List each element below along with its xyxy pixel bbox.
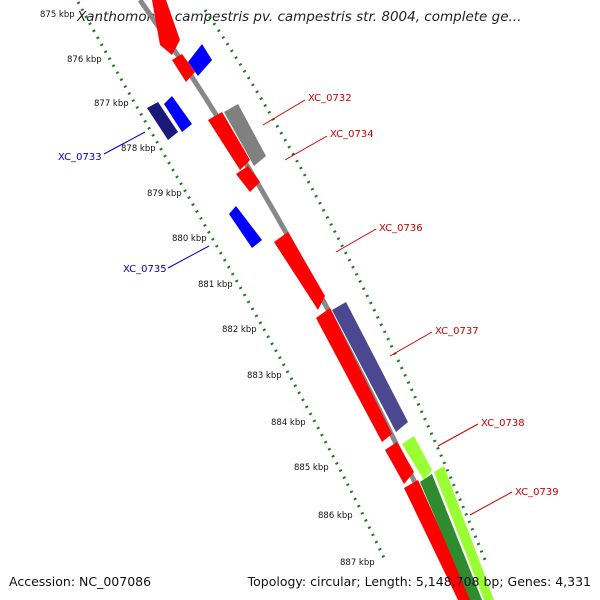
kbp-label: 880 kbp <box>172 234 207 244</box>
kbp-label: 886 kbp <box>318 511 353 521</box>
label-XC_0738: XC_0738 <box>481 418 525 429</box>
label-XC_0736: XC_0736 <box>379 223 423 234</box>
kbp-label: 879 kbp <box>147 189 182 199</box>
reverse-genes[interactable] <box>147 44 262 248</box>
gene-XC_0739-green <box>420 474 482 600</box>
gene-XC_0734 <box>236 166 260 192</box>
label-XC_0735: XC_0735 <box>123 264 167 275</box>
gene-XC_0736 <box>274 232 325 310</box>
gene-XC_0731 <box>172 54 195 82</box>
gene-XC_0732 <box>208 112 250 170</box>
kbp-label: 877 kbp <box>94 99 129 109</box>
reverse-gene-labels[interactable]: XC_0733 XC_0735 <box>58 131 210 275</box>
kbp-label: 884 kbp <box>271 418 306 428</box>
forward-genes[interactable] <box>152 0 494 600</box>
gene-XC_0737 <box>332 302 408 432</box>
forward-gene-labels[interactable]: XC_0732 XC_0734 XC_0736 XC_0737 XC_0738 … <box>262 93 559 516</box>
label-XC_0733: XC_0733 <box>58 152 102 163</box>
gene-XC_0735 <box>229 206 262 248</box>
gene-XC_0738 <box>402 436 432 480</box>
kbp-label: 875 kbp <box>40 10 75 20</box>
gene-XC_0737-red <box>316 308 392 442</box>
gene-XC_0732-gray <box>224 104 266 166</box>
label-XC_0734: XC_0734 <box>330 129 374 140</box>
genome-summary-text: Topology: circular; Length: 5,148,708 bp… <box>247 574 591 589</box>
kbp-label: 878 kbp <box>121 144 156 154</box>
label-XC_0737: XC_0737 <box>435 326 479 337</box>
gene-XC_0733b <box>164 96 192 132</box>
label-XC_0739: XC_0739 <box>515 487 559 498</box>
gene-XC_0733a <box>147 102 178 140</box>
kbp-label: 887 kbp <box>340 558 375 568</box>
label-XC_0732: XC_0732 <box>308 93 352 104</box>
kbp-label: 882 kbp <box>222 325 257 335</box>
gene-XC_0739-lime <box>434 466 494 600</box>
kbp-label: 885 kbp <box>294 463 329 473</box>
kbp-label: 883 kbp <box>247 371 282 381</box>
kbp-label: 881 kbp <box>198 280 233 290</box>
accession-text: Accession: NC_007086 <box>9 574 152 589</box>
map-title: Xanthomonas campestris pv. campestris st… <box>77 9 522 25</box>
kbp-tick-labels: 875 kbp 876 kbp 877 kbp 878 kbp 879 kbp … <box>40 10 375 568</box>
gene-XC_0730 <box>152 0 180 55</box>
gene-XC_0738-red <box>385 442 414 484</box>
kbp-label: 876 kbp <box>67 55 102 65</box>
gene-XC_0739-red <box>404 480 472 600</box>
gene-rev-1 <box>188 44 212 76</box>
